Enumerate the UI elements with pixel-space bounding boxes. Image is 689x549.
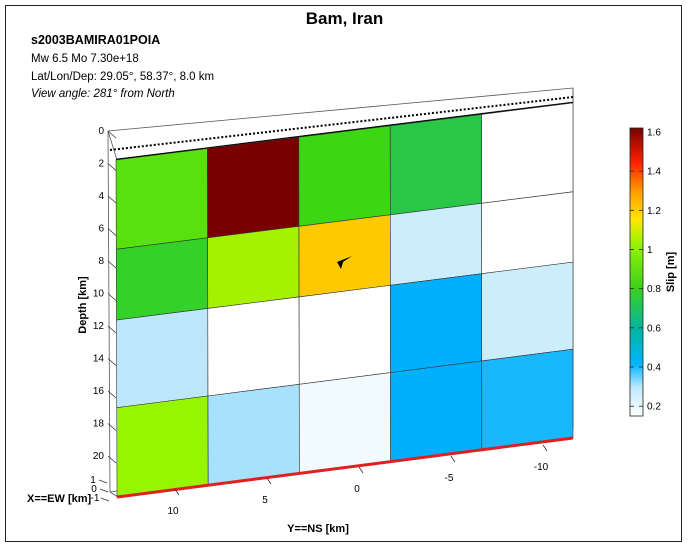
colorbar-tick-label: 0.4 — [647, 363, 661, 374]
slip-patch — [389, 114, 482, 216]
view-angle-info: View angle: 281° from North — [31, 88, 175, 100]
ns-tick-mark — [542, 444, 548, 452]
slip-patch — [116, 395, 209, 498]
depth-tick-mark — [107, 293, 117, 301]
depth-tick-label: 2 — [98, 159, 104, 170]
colorbar-tick-label: 1.4 — [647, 167, 661, 178]
ns-tick-mark — [450, 455, 456, 463]
slip-patch — [207, 136, 300, 239]
slip-patch — [481, 261, 574, 362]
colorbar-tick-label: 0.2 — [647, 402, 661, 413]
slip-patch — [207, 225, 300, 309]
depth-tick-label: 12 — [93, 321, 105, 332]
fault-top-dotted — [109, 96, 574, 151]
ns-tick-label: -10 — [534, 462, 549, 473]
depth-tick-mark — [107, 358, 117, 366]
slip-patch — [115, 237, 209, 321]
depth-tick-mark — [107, 325, 117, 334]
ew-axis: 10-1 — [90, 475, 110, 504]
depth-tick-label: 4 — [98, 191, 104, 202]
slip-patch — [207, 296, 300, 397]
depth-tick-label: 0 — [98, 126, 104, 137]
depth-tick-label: 6 — [98, 224, 104, 235]
ns-axis-label: Y==NS [km] — [287, 523, 349, 535]
depth-axis: 0 2 4 6 8 10 12 14 16 18 20 — [93, 126, 117, 464]
slip-patch — [481, 191, 574, 275]
slip-patch — [116, 308, 209, 409]
depth-tick-mark — [107, 163, 117, 171]
slip-patch — [298, 125, 391, 227]
slip-patches — [115, 102, 574, 498]
depth-axis-label: Depth [km] — [77, 276, 89, 334]
chart-title: Bam, Iran — [305, 9, 384, 28]
depth-tick-mark — [107, 260, 117, 269]
ew-tick-mark — [99, 488, 109, 493]
ew-tick-mark — [100, 497, 110, 502]
depth-tick-label: 16 — [93, 386, 105, 397]
ns-axis: 10 5 0 -5 -10 — [167, 444, 549, 517]
slip-patch — [390, 202, 482, 286]
depth-tick-label: 10 — [93, 289, 105, 300]
ns-tick-mark — [174, 488, 180, 496]
ns-tick-mark — [266, 477, 272, 485]
colorbar-tick-label: 0.6 — [647, 323, 661, 334]
slip-patch — [390, 273, 483, 373]
slip-patch — [390, 360, 483, 462]
slip-patch — [207, 383, 300, 486]
event-id: s2003BAMIRA01POIA — [31, 33, 161, 47]
depth-tick-mark — [107, 390, 117, 399]
ns-tick-label: 5 — [262, 495, 268, 506]
ew-tick-label: -1 — [91, 493, 100, 504]
depth-tick-label: 20 — [93, 451, 105, 462]
depth-tick-label: 14 — [93, 354, 105, 365]
ew-tick-label: 0 — [91, 484, 97, 495]
ns-tick-mark — [358, 466, 364, 474]
colorbar-tick-label: 0.8 — [647, 284, 661, 295]
slip-patch — [298, 284, 391, 385]
depth-tick-mark — [107, 195, 117, 204]
ew-tick-mark — [98, 479, 108, 484]
ew-tick-label: 1 — [90, 475, 96, 486]
depth-tick-mark — [107, 455, 117, 464]
ew-axis-label: X==EW [km] — [27, 493, 92, 505]
slip-patch — [298, 372, 391, 474]
surface-trace — [116, 436, 574, 499]
slip-patch — [115, 148, 208, 250]
figure-frame — [5, 5, 682, 542]
ns-tick-label: -5 — [445, 473, 454, 484]
ns-tick-label: 0 — [354, 484, 360, 495]
arrow-icon — [337, 256, 352, 269]
colorbar-label: Slip [m] — [665, 252, 677, 293]
depth-tick-mark — [107, 130, 117, 139]
colorbar-tick-label: 1 — [647, 245, 653, 256]
depth-tick-mark — [107, 423, 117, 431]
colorbar-tick-label: 1.2 — [647, 206, 661, 217]
colorbar-tick-label: 1.6 — [647, 127, 661, 138]
location-info: Lat/Lon/Dep: 29.05°, 58.37°, 8.0 km — [31, 71, 215, 83]
magnitude-info: Mw 6.5 Mo 7.30e+18 — [31, 53, 139, 65]
colorbar-gradient — [629, 127, 644, 417]
ns-tick-label: 10 — [167, 506, 179, 517]
depth-tick-label: 8 — [98, 256, 104, 267]
slip-patch — [298, 214, 391, 298]
depth-tick-mark — [107, 228, 117, 236]
depth-tick-label: 18 — [93, 419, 105, 430]
slip-patch — [481, 348, 574, 451]
colorbar: 1.6 1.4 1.2 1 0.8 0.6 0.4 0.2 — [629, 127, 661, 417]
slip-patch — [481, 102, 574, 204]
